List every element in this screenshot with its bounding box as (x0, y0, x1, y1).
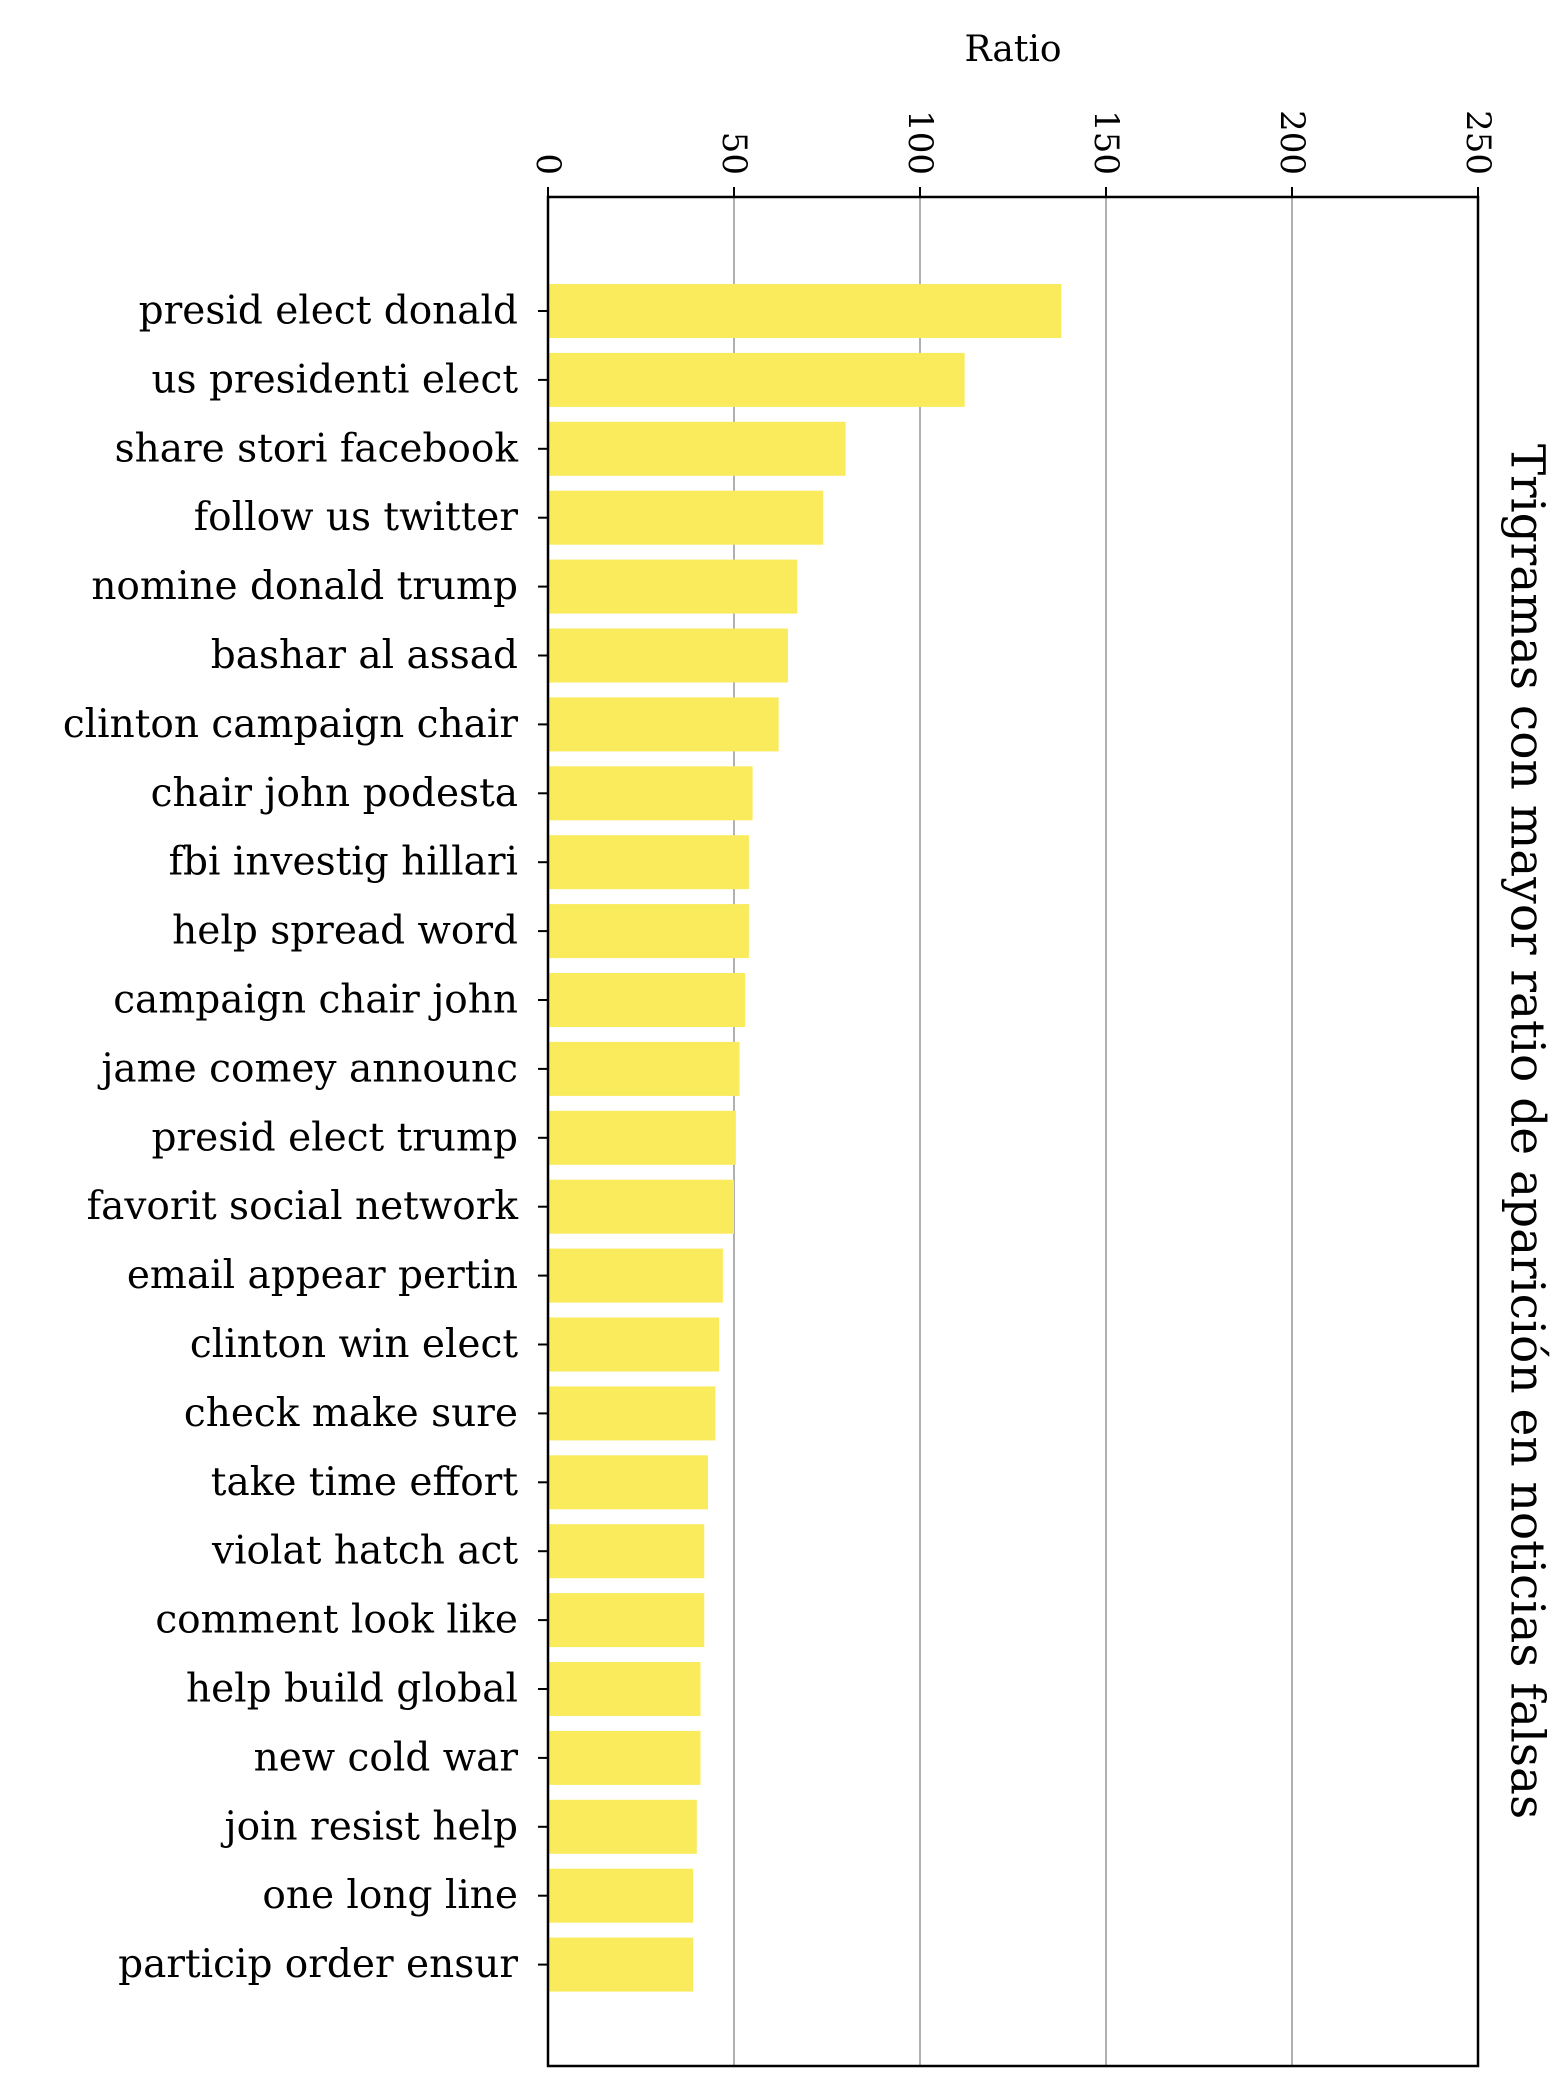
category-label-11: jame comey announc (97, 1046, 518, 1091)
bar-2 (548, 421, 846, 476)
category-label-5: bashar al assad (211, 633, 518, 678)
category-label-19: comment look like (155, 1598, 518, 1643)
category-label-4: nomine donald trump (91, 564, 518, 609)
category-label-12: presid elect trump (152, 1115, 518, 1160)
bar-14 (548, 1248, 723, 1303)
category-label-24: particip order ensur (118, 1942, 518, 1987)
category-label-8: fbi investig hillari (169, 840, 518, 885)
bar-12 (548, 1110, 736, 1165)
bar-0 (548, 284, 1062, 338)
bar-9 (548, 904, 749, 959)
bar-20 (548, 1662, 701, 1716)
y-axis-ticks: presid elect donald us presidenti elect sh… (63, 289, 548, 1987)
category-label-0: presid elect donald (139, 289, 518, 334)
x-tick-label-0: 0 (528, 153, 568, 175)
plot-frame (546, 195, 1480, 2068)
bar-11 (548, 1041, 740, 1096)
chart-title: Trigramas con mayor ratio de aparición e… (1500, 444, 1555, 1819)
bar-1 (548, 352, 965, 407)
bar-21 (548, 1730, 701, 1785)
x-tick-label-5: 250 (1458, 110, 1498, 175)
category-label-10: campaign chair john (113, 978, 518, 1023)
bar-19 (548, 1593, 705, 1648)
category-label-20: help build global (186, 1667, 518, 1712)
x-tick-label-4: 200 (1272, 110, 1312, 175)
bar-23 (548, 1868, 694, 1923)
bar-24 (548, 1937, 694, 1992)
x-tick-label-3: 150 (1086, 110, 1126, 175)
bar-16 (548, 1386, 716, 1441)
category-label-22: join resist help (221, 1804, 519, 1849)
category-label-7: chair john podesta (151, 771, 518, 816)
x-tick-label-2: 100 (900, 110, 940, 175)
category-label-13: favorit social network (87, 1184, 519, 1229)
bar-7 (548, 766, 753, 821)
bar-18 (548, 1524, 705, 1579)
category-label-1: us presidenti elect (151, 357, 518, 402)
grid-lines (733, 197, 1293, 2066)
category-label-3: follow us twitter (194, 495, 519, 540)
bar-22 (548, 1799, 697, 1854)
bar-3 (548, 490, 824, 545)
x-axis-label: Ratio (964, 29, 1061, 70)
category-label-6: clinton campaign chair (63, 702, 519, 747)
category-label-16: check make sure (184, 1391, 518, 1436)
category-label-18: violat hatch act (211, 1529, 518, 1574)
x-tick-label-1: 50 (714, 132, 754, 175)
category-label-23: one long line (262, 1873, 518, 1918)
bar-4 (548, 559, 798, 614)
bar-6 (548, 697, 779, 752)
bars (548, 284, 1062, 1992)
category-label-2: share stori facebook (115, 426, 519, 471)
bar-10 (548, 973, 746, 1027)
category-label-9: help spread word (172, 909, 518, 954)
bar-15 (548, 1317, 720, 1372)
bar-13 (548, 1179, 734, 1234)
bar-17 (548, 1455, 708, 1510)
category-label-17: take time effort (211, 1460, 519, 1505)
category-label-14: email appear pertin (127, 1253, 518, 1298)
bar-5 (548, 628, 788, 683)
category-label-15: clinton win elect (190, 1322, 518, 1367)
bar-8 (548, 835, 749, 890)
x-axis-ticks: 0 50 100 150 200 250 (528, 110, 1498, 197)
category-label-21: new cold war (254, 1735, 519, 1780)
